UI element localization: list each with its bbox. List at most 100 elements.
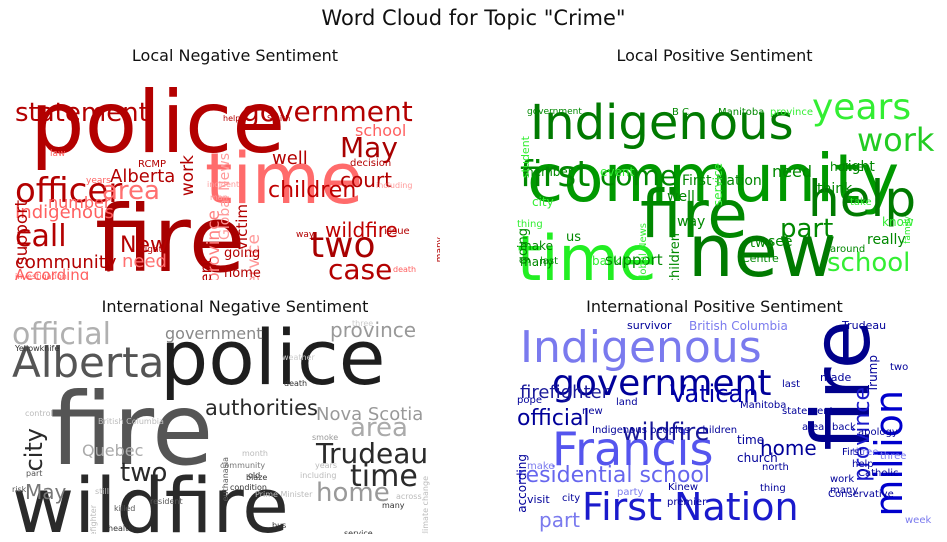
cloud-word: man — [210, 193, 228, 202]
cloud-word: event — [600, 165, 635, 179]
cloud-word: First Nation — [682, 173, 762, 189]
cloud-word: Yellowknife — [15, 344, 60, 353]
cloud-word: government — [552, 363, 772, 404]
cloud-word: make — [520, 239, 553, 253]
cloud-word: around — [830, 244, 866, 255]
cloud-word: Centre — [742, 252, 779, 265]
cloud-word: help — [852, 459, 874, 470]
cloud-word: thing — [517, 219, 543, 230]
cloud-word: really — [867, 232, 906, 248]
cloud-word: RCMP — [138, 159, 167, 170]
cloud-word: need — [772, 162, 812, 181]
cloud-word: area — [102, 176, 160, 206]
cloud-word: back — [592, 254, 621, 268]
cloud-word: Trudeau — [842, 320, 887, 332]
cloud-word: north — [762, 462, 789, 473]
cloud-word: going — [224, 246, 261, 261]
cloud-word: premier — [667, 497, 707, 508]
panel-international-negative: International Negative Sentiment wildfir… — [0, 292, 470, 542]
cloud-word: resident — [150, 497, 183, 506]
cloud-word: risk — [12, 485, 27, 494]
cloud-word: part — [780, 214, 834, 244]
cloud-word: part — [26, 469, 43, 478]
panel-title: International Positive Sentiment — [586, 297, 843, 316]
cloud-word: children — [697, 425, 738, 436]
cloud-word: officer — [15, 171, 123, 211]
cloud-word: service — [344, 529, 373, 535]
cloud-word: time — [350, 459, 418, 494]
cloud-word: residential school — [517, 463, 710, 488]
cloud-word: across — [396, 492, 422, 501]
panel-title: Local Negative Sentiment — [131, 46, 339, 65]
cloud-word: official — [517, 406, 590, 431]
cloud-word: First Nation — [582, 485, 799, 529]
cloud-word: member — [522, 165, 573, 179]
cloud-word: week — [905, 515, 932, 526]
cloud-word: Alberta — [12, 338, 165, 387]
cloud-word: May — [340, 131, 398, 164]
cloud-word: years — [315, 461, 338, 470]
cloud-word: time — [737, 433, 765, 447]
cloud-word: Alberta — [110, 166, 176, 187]
cloud-word: church — [737, 451, 778, 465]
cloud-word: Indigenous — [15, 202, 114, 223]
cloud-word: time — [205, 138, 364, 220]
figure-title: Word Cloud for Topic "Crime" — [321, 6, 626, 30]
panel-title: International Negative Sentiment — [101, 297, 369, 316]
cloud-word: community — [15, 252, 117, 273]
word-cloud: wildfire fire police Alberta official governm… — [10, 320, 440, 534]
cloud-word: Trudeau — [316, 437, 429, 470]
cloud-word: British Columbia — [98, 417, 164, 426]
cloud-word: first — [520, 154, 591, 195]
cloud-word: community — [220, 461, 266, 470]
cloud-word: statement — [782, 406, 834, 417]
cloud-word: death — [393, 265, 417, 274]
cloud-word: visit — [527, 493, 550, 506]
cloud-word: two — [120, 458, 168, 488]
cloud-word: fire — [640, 176, 748, 253]
cloud-word: pope — [517, 395, 542, 406]
cloud-word: police — [160, 320, 386, 402]
cloud-word: Kinew — [668, 482, 699, 493]
cloud-word: home — [760, 436, 817, 460]
cloud-word: three — [852, 447, 879, 458]
cloud-word: two — [750, 236, 774, 251]
cloud-word: see — [768, 234, 793, 250]
cloud-word: police — [30, 73, 286, 173]
cloud-word: still — [95, 487, 109, 496]
cloud-word: help — [808, 170, 917, 228]
cloud-word: New — [120, 233, 168, 258]
cloud-word: According — [15, 266, 90, 281]
panel-title: Local Positive Sentiment — [616, 46, 813, 65]
cloud-word: control — [25, 409, 53, 418]
cloud-word: part — [539, 508, 581, 532]
cloud-word: Catholic — [858, 468, 899, 479]
cloud-word: official — [12, 320, 111, 352]
cloud-word: last — [540, 256, 559, 267]
cloud-word: many — [520, 255, 554, 269]
cloud-word: case — [328, 253, 393, 281]
cloud-word: province — [770, 107, 814, 118]
cloud-word: blaze — [246, 473, 268, 482]
panel-international-positive: International Positive Sentiment Indigen… — [482, 292, 947, 542]
cloud-word: including — [300, 471, 337, 480]
cloud-word: government — [165, 324, 263, 343]
cloud-word: court — [340, 168, 392, 192]
cloud-word: thing — [760, 483, 786, 494]
cloud-word: call — [15, 219, 67, 254]
cloud-word: Manitoba — [740, 400, 787, 411]
cloud-word: new — [688, 209, 837, 280]
cloud-word: right — [141, 245, 163, 255]
cloud-word: three — [880, 451, 907, 462]
cloud-word: children — [268, 178, 357, 203]
cloud-word: survivor — [627, 320, 672, 332]
cloud-word: province — [330, 320, 417, 342]
cloud-word: three — [352, 320, 374, 328]
cloud-word: government — [527, 107, 582, 117]
cloud-word: wildfire — [325, 218, 398, 242]
cloud-word: Conservative — [828, 489, 894, 500]
cloud-word: health — [108, 524, 134, 533]
cloud-word: number — [48, 193, 111, 212]
cloud-word: B C — [672, 107, 690, 118]
cloud-word: party — [617, 487, 644, 498]
